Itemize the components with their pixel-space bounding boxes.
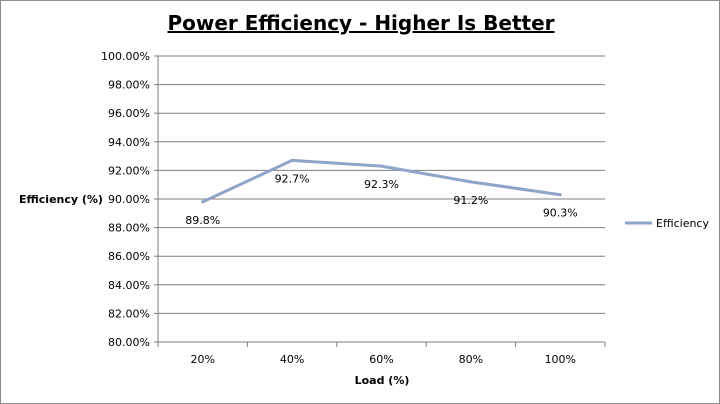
data-label: 91.2%	[453, 194, 488, 207]
chart-title: Power Efficiency - Higher Is Better	[167, 11, 555, 35]
legend-label-efficiency: Efficiency	[656, 217, 709, 230]
legend: Efficiency	[625, 217, 709, 230]
y-tick-label: 80.00%	[108, 336, 150, 349]
y-tick-label: 88.00%	[108, 222, 150, 235]
y-tick-label: 86.00%	[108, 250, 150, 263]
data-labels: 89.8% 92.7% 92.3% 91.2% 90.3%	[185, 172, 578, 226]
y-tick-label: 92.00%	[108, 164, 150, 177]
y-tick-label: 82.00%	[108, 307, 150, 320]
x-tick-label: 40%	[280, 353, 304, 366]
data-label: 92.3%	[364, 178, 399, 191]
y-tick-label: 100.00%	[101, 50, 150, 63]
data-point	[558, 193, 562, 197]
data-label: 92.7%	[275, 172, 310, 185]
data-label: 89.8%	[185, 214, 220, 227]
x-tick-label: 60%	[369, 353, 393, 366]
axes: 80.00% 82.00% 84.00% 86.00% 88.00% 90.00% 92.0…	[101, 50, 606, 366]
data-point	[469, 180, 473, 184]
series-layer	[201, 158, 562, 204]
y-tick-label: 84.00%	[108, 279, 150, 292]
y-axis-label: Efficiency (%)	[19, 193, 103, 206]
y-tick-label: 94.00%	[108, 136, 150, 149]
x-tick-label: 100%	[545, 353, 576, 366]
gridlines	[158, 55, 605, 343]
data-label: 90.3%	[543, 207, 578, 220]
x-axis-label: Load (%)	[355, 374, 410, 387]
data-point	[380, 164, 383, 168]
y-tick-label: 96.00%	[108, 107, 150, 120]
data-point	[201, 200, 205, 204]
y-tick-label: 98.00%	[108, 79, 150, 92]
x-tick-label: 80%	[459, 353, 483, 366]
x-tick-label: 20%	[190, 353, 214, 366]
data-point	[290, 158, 294, 162]
y-tick-label: 90.00%	[108, 193, 150, 206]
